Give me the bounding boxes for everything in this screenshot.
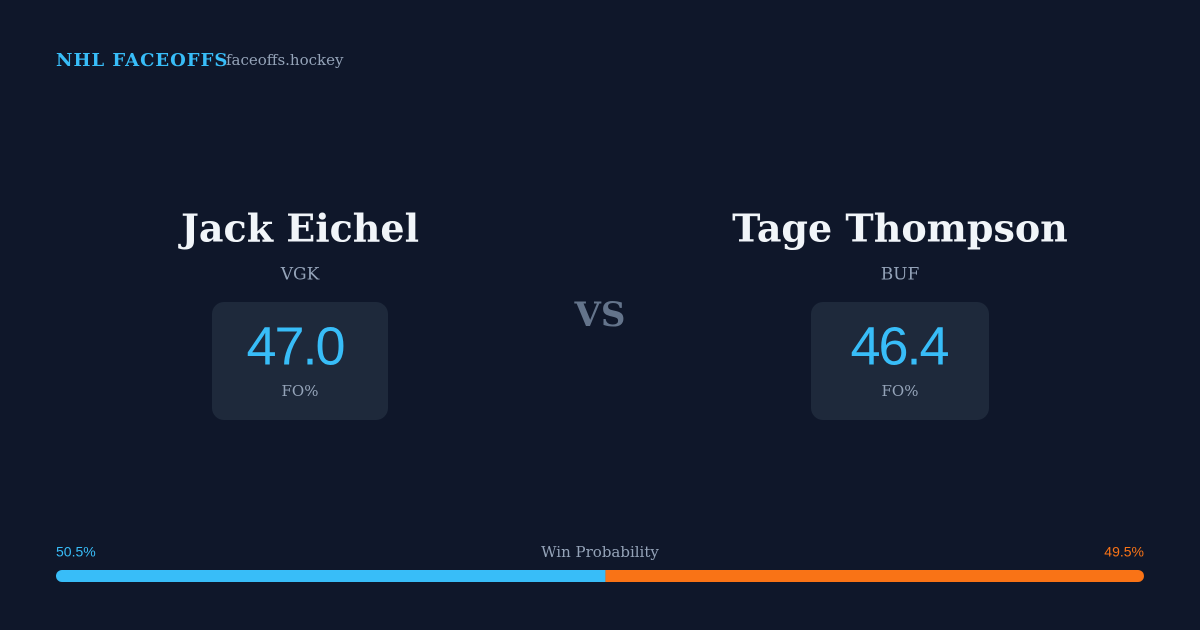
brand-site: faceoffs.hockey — [226, 51, 344, 69]
stat-label: FO% — [882, 382, 919, 400]
player-name: Jack Eichel — [178, 206, 419, 251]
stat-value: 46.4 — [850, 316, 948, 376]
bar-segments — [56, 570, 1144, 582]
stat-value: 47.0 — [246, 316, 343, 376]
vs-label: VS — [574, 295, 626, 335]
player-team: VGK — [280, 265, 320, 285]
win-probability-label: Win Probability — [541, 543, 659, 561]
bar-segment — [56, 570, 606, 582]
player-team: BUF — [881, 265, 920, 285]
player-name: Tage Thompson — [732, 206, 1068, 251]
bar-segment — [605, 570, 1144, 582]
player-right: Tage Thompson BUF 46.4 FO% — [732, 206, 1068, 420]
stat-box — [811, 302, 989, 420]
win-probability-value: 50.5% — [56, 544, 96, 560]
player-left: Jack Eichel VGK 47.0 FO% — [178, 206, 419, 420]
brand-title: NHL FACEOFFS — [56, 50, 228, 71]
stat-label: FO% — [282, 382, 319, 400]
win-probability-bar: 50.5% 49.5% — [56, 544, 1144, 582]
stat-box — [212, 302, 388, 420]
win-probability-value: 49.5% — [1104, 544, 1144, 560]
